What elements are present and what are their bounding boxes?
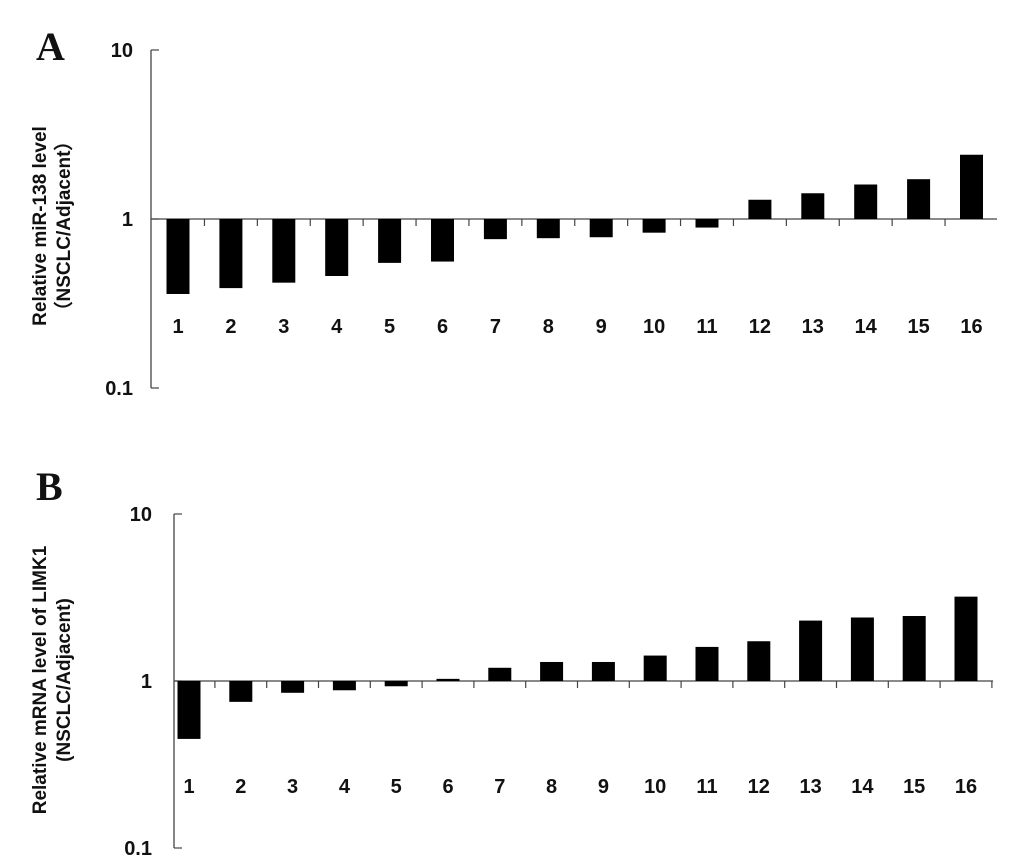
- bar: [488, 667, 512, 681]
- category-label: 1: [183, 776, 194, 798]
- y-axis-title: Relative mRNA level of LIMK1: [30, 545, 51, 814]
- category-label: 1: [172, 316, 183, 338]
- bar: [166, 219, 190, 294]
- y-tick-label: 10: [111, 40, 133, 62]
- bar: [643, 655, 667, 681]
- category-label: 7: [494, 776, 505, 798]
- y-axis-subtitle: (NSCLC/Adjacent): [54, 598, 75, 762]
- bar: [378, 219, 402, 263]
- bar: [219, 219, 243, 289]
- category-label: 14: [855, 316, 878, 338]
- category-label: 3: [287, 776, 298, 798]
- bar: [589, 219, 613, 238]
- category-label: 10: [644, 776, 666, 798]
- bar: [436, 678, 460, 681]
- category-label: 15: [903, 776, 925, 798]
- category-label: 12: [749, 316, 771, 338]
- category-label: 9: [596, 316, 607, 338]
- bar: [591, 661, 615, 681]
- category-label: 14: [851, 776, 874, 798]
- bar: [483, 219, 507, 240]
- y-axis-subtitle: （NSCLC/Adjacent）: [52, 132, 75, 321]
- bar: [431, 219, 454, 262]
- category-label: 11: [696, 316, 717, 338]
- bar: [850, 617, 874, 681]
- y-axis-title: Relative miR-138 level: [30, 126, 51, 326]
- category-label: 5: [391, 776, 402, 798]
- panel-label: B: [36, 464, 63, 509]
- category-label: 13: [802, 316, 824, 338]
- bar: [325, 219, 349, 276]
- category-label: 2: [225, 316, 236, 338]
- bar: [695, 219, 719, 228]
- category-label: 6: [437, 316, 448, 338]
- category-label: 8: [546, 776, 557, 798]
- bar: [177, 681, 201, 739]
- category-label: 8: [543, 316, 554, 338]
- bar: [960, 154, 983, 219]
- bar: [799, 620, 823, 681]
- bar: [229, 681, 253, 702]
- category-label: 13: [799, 776, 821, 798]
- category-label: 11: [696, 776, 717, 798]
- bar: [747, 641, 771, 681]
- bar: [907, 179, 931, 219]
- category-label: 9: [598, 776, 609, 798]
- y-tick-label: 1: [141, 671, 152, 693]
- bar: [536, 219, 560, 239]
- category-label: 6: [442, 776, 453, 798]
- category-label: 7: [490, 316, 501, 338]
- category-label: 16: [960, 316, 982, 338]
- panel-label: A: [36, 24, 65, 69]
- bar: [272, 219, 296, 283]
- category-label: 2: [235, 776, 246, 798]
- y-tick-label: 10: [130, 504, 152, 526]
- bar: [332, 681, 356, 691]
- category-label: 5: [384, 316, 395, 338]
- bar: [642, 219, 666, 233]
- category-label: 16: [955, 776, 977, 798]
- y-tick-label: 0.1: [105, 378, 133, 400]
- category-label: 4: [331, 316, 343, 338]
- bar: [281, 681, 305, 693]
- category-label: 4: [339, 776, 351, 798]
- bar: [801, 193, 825, 219]
- bar: [854, 184, 878, 219]
- y-tick-label: 1: [122, 209, 133, 231]
- y-tick-label: 0.1: [124, 838, 152, 860]
- category-label: 3: [278, 316, 289, 338]
- category-label: 10: [643, 316, 665, 338]
- category-label: 15: [907, 316, 929, 338]
- bar: [748, 199, 772, 219]
- bar: [540, 661, 564, 681]
- bar: [695, 646, 719, 681]
- bar: [384, 681, 408, 687]
- bar: [902, 616, 926, 681]
- category-label: 12: [748, 776, 770, 798]
- bar: [954, 596, 978, 681]
